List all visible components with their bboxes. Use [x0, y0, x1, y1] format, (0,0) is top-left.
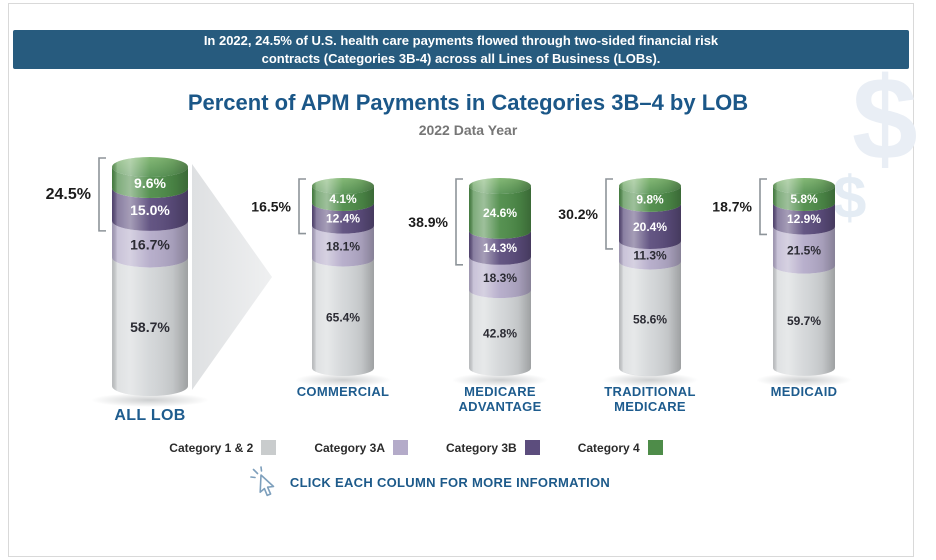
segment-value-label: 18.3%	[483, 271, 517, 285]
category-3b-swatch	[524, 440, 540, 455]
segment-value-label: 12.9%	[787, 212, 821, 226]
headline-banner: In 2022, 24.5% of U.S. health care payme…	[13, 30, 909, 69]
segment-value-label: 59.7%	[787, 314, 821, 328]
category-4-swatch	[647, 440, 663, 455]
bracket-total-label: 18.7%	[712, 199, 752, 215]
column-name-label: MEDICARE	[464, 384, 536, 399]
column-medicaid[interactable]: 5.8% 12.9% 21.5% 59.7% 18.7% MEDICAID	[712, 178, 853, 399]
column-all-lob[interactable]: 9.6% 15.0% 16.7% 58.7% 24.5% ALL LOB	[46, 157, 209, 424]
category-3a-swatch	[393, 440, 408, 455]
bracket-3b4	[759, 178, 767, 236]
legend: Category 1 & 2 Category 3A Category 3B C…	[0, 440, 884, 455]
segment-value-label: 21.5%	[787, 243, 821, 257]
legend-item-category-4: Category 4	[578, 440, 663, 455]
column-shadow	[755, 373, 853, 387]
legend-label: Category 1 & 2	[169, 440, 254, 455]
legend-label: Category 3B	[446, 440, 517, 455]
column-name-label: MEDICAID	[771, 384, 838, 399]
segment-value-label: 16.7%	[130, 237, 170, 253]
bracket-3b4	[455, 178, 463, 266]
segment-value-label: 5.8%	[790, 192, 818, 206]
column-shadow	[601, 373, 699, 387]
column-name-label: ADVANTAGE	[458, 399, 541, 414]
segment-value-label: 58.7%	[130, 319, 170, 335]
column-commercial[interactable]: 4.1% 12.4% 18.1% 65.4% 16.5% COMMERCIAL	[251, 178, 392, 399]
segment-value-label: 15.0%	[130, 202, 170, 218]
bracket-3b4	[98, 157, 106, 232]
headline-line1: In 2022, 24.5% of U.S. health care payme…	[203, 33, 719, 48]
segment-value-label: 12.4%	[326, 212, 360, 226]
dollar-watermark-small: $	[833, 164, 867, 231]
legend-label: Category 3A	[314, 440, 385, 455]
segment-value-label: 11.3%	[633, 249, 667, 263]
category-1-2-swatch	[261, 440, 277, 455]
column-name-label: MEDICARE	[614, 399, 686, 414]
apm-cylinder-chart: 9.6% 15.0% 16.7% 58.7% 24.5% ALL LOB 4.1% 12.4%…	[46, 157, 853, 424]
chart-subtitle: 2022 Data Year	[418, 122, 518, 138]
column-medicare-advantage[interactable]: 24.6% 14.3% 18.3% 42.8% 38.9% MEDICAREADVANTA…	[408, 178, 549, 414]
legend-label: Category 4	[577, 440, 640, 455]
cta-label: CLICK EACH COLUMN FOR MORE INFORMATION	[289, 475, 611, 490]
click-cursor-icon	[250, 466, 275, 497]
bracket-total-label: 24.5%	[46, 186, 91, 203]
legend-item-category-3b: Category 3B	[446, 440, 540, 455]
segment-value-label: 42.8%	[483, 326, 517, 340]
chart-title: Percent of APM Payments in Categories 3B…	[187, 90, 749, 115]
bracket-3b4	[298, 178, 306, 235]
segment-value-label: 9.6%	[134, 175, 166, 191]
segment-value-label: 18.1%	[326, 239, 360, 253]
bracket-total-label: 16.5%	[251, 198, 291, 214]
column-shadow	[294, 373, 392, 387]
headline-line2: contracts (Categories 3B-4) across all L…	[261, 51, 661, 66]
cylinder-sheen	[619, 178, 681, 376]
column-shadow	[91, 393, 209, 407]
column-name-label: ALL LOB	[114, 407, 185, 424]
cylinder-sheen	[773, 178, 835, 376]
legend-item-category-1-2: Category 1 & 2	[169, 440, 277, 455]
column-name-label: COMMERCIAL	[297, 384, 390, 399]
column-traditional-medicare[interactable]: 9.8% 20.4% 11.3% 58.6% 30.2% TRADITIONALMEDIC…	[558, 178, 699, 414]
segment-value-label: 9.8%	[636, 192, 664, 206]
legend-item-category-3a: Category 3A	[314, 440, 408, 455]
segment-value-label: 24.6%	[483, 206, 517, 220]
column-name-label: TRADITIONAL	[604, 384, 695, 399]
segment-value-label: 65.4%	[326, 311, 360, 325]
bracket-total-label: 38.9%	[408, 214, 448, 230]
cylinder-sheen	[112, 157, 188, 396]
funnel-triangle	[192, 164, 272, 390]
segment-value-label: 58.6%	[633, 312, 667, 326]
column-shadow	[451, 373, 549, 387]
cylinder-sheen	[312, 178, 374, 376]
dollar-watermark-large: $	[852, 53, 918, 185]
cylinder-sheen	[469, 178, 531, 376]
segment-value-label: 14.3%	[483, 241, 517, 255]
segment-value-label: 20.4%	[633, 220, 667, 234]
bracket-total-label: 30.2%	[558, 206, 598, 222]
segment-value-label: 4.1%	[329, 192, 357, 206]
cta-row: CLICK EACH COLUMN FOR MORE INFORMATION	[0, 466, 898, 499]
bracket-3b4	[605, 178, 613, 250]
